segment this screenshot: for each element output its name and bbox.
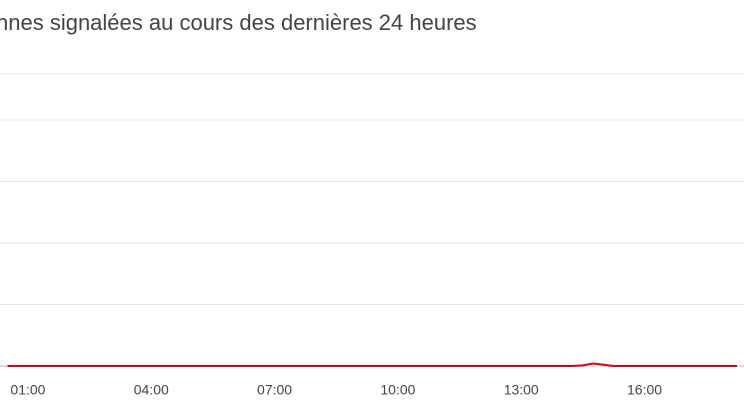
x-tick-label: 16:00 [627, 382, 662, 398]
x-tick-label: 07:00 [257, 382, 292, 398]
series-line [7, 362, 738, 367]
x-tick-label: 01:00 [10, 382, 45, 398]
x-tick-label: 04:00 [134, 382, 169, 398]
x-tick-label: 13:00 [504, 382, 539, 398]
x-tick-label: 10:00 [380, 382, 415, 398]
chart-title: nnes signalées au cours des dernières 24… [0, 10, 477, 35]
